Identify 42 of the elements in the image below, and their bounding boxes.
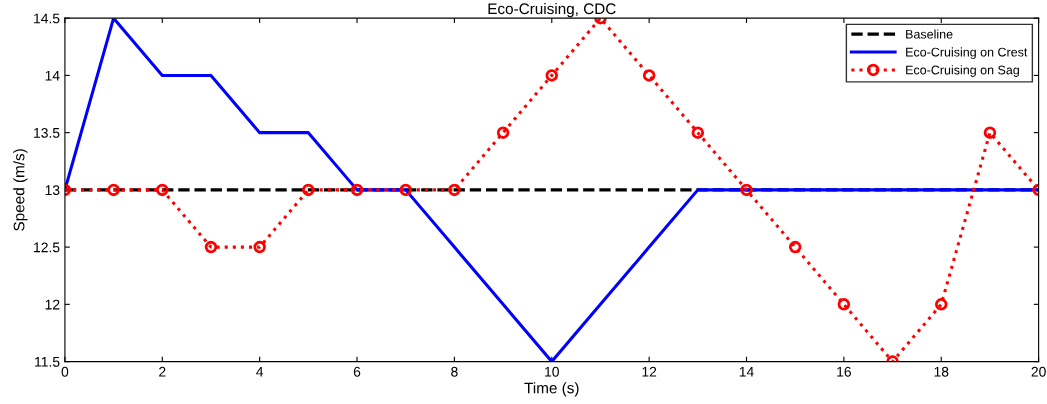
point	[302, 183, 315, 197]
y-tick-label: 11.5	[35, 357, 60, 367]
point	[935, 298, 948, 311]
x-tick-label: 8	[451, 366, 458, 377]
y-tick-label: 14.5	[34, 13, 60, 24]
point	[740, 183, 753, 197]
line-series	[64, 18, 1039, 362]
point	[156, 183, 169, 197]
x-tick-label: 14	[739, 366, 754, 377]
x-tick-label: 16	[837, 366, 851, 377]
x-tick-label: 0	[61, 366, 69, 377]
x-axis-title: Time (s)	[524, 382, 579, 397]
chart-title: Eco-Cruising, CDC	[488, 2, 616, 18]
x-tick-label: 20	[1031, 366, 1046, 377]
legend-label: Eco-Cruising on Sag	[906, 65, 1019, 77]
x-tick-label: 10	[545, 366, 559, 377]
point	[496, 126, 510, 139]
point	[350, 183, 364, 197]
point	[253, 240, 266, 254]
point	[545, 69, 559, 82]
y-tick-label: 12.5	[34, 242, 60, 253]
point	[837, 298, 851, 311]
y-axis-title: Speed (m/s)	[13, 149, 28, 231]
x-tick-label: 4	[256, 366, 264, 377]
point	[448, 183, 461, 197]
y-tick-label: 12	[45, 299, 60, 310]
point	[642, 69, 656, 82]
x-tick-label: 12	[642, 366, 657, 377]
point	[691, 126, 705, 139]
point	[204, 240, 218, 254]
point	[399, 183, 412, 197]
y-tick-label: 13.5	[34, 127, 60, 138]
point	[983, 126, 997, 139]
y-tick-label: 14	[45, 70, 60, 81]
point	[107, 183, 120, 197]
x-tick-label: 2	[159, 366, 166, 377]
point	[788, 240, 802, 254]
x-tick-label: 18	[934, 366, 949, 377]
legend-label: Baseline	[906, 29, 953, 39]
y-tick-label: 13	[45, 185, 60, 196]
x-tick-label: 6	[353, 366, 361, 377]
legend-label: Eco-Cruising on Crest	[906, 47, 1028, 59]
